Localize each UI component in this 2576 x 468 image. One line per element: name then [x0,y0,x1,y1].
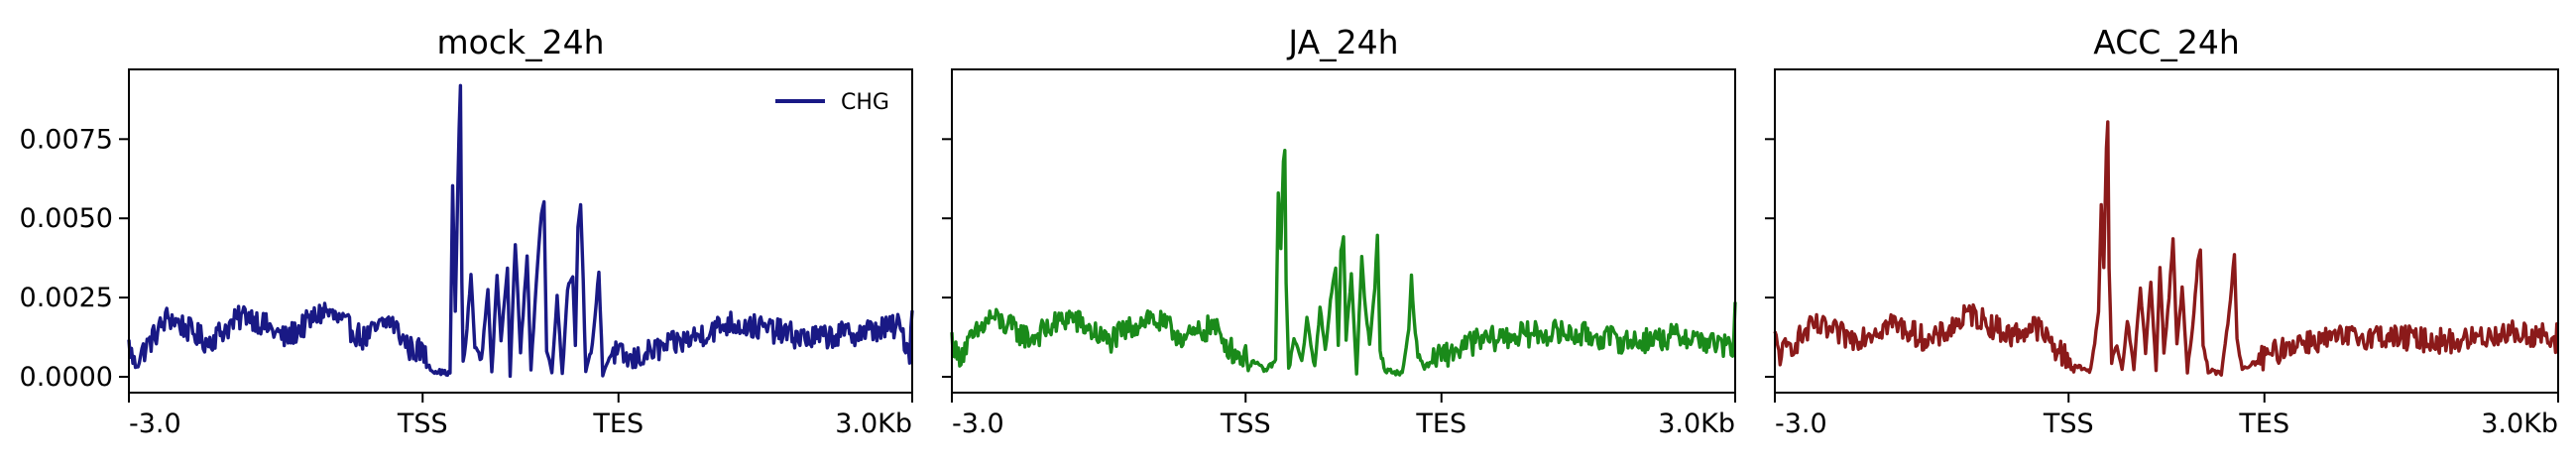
plot-frame [951,68,1736,394]
x-tick-label: 3.0Kb [835,409,912,439]
x-tick-label: TES [1415,409,1466,439]
series-line-chg [1773,120,2560,377]
legend-label-chg: CHG [841,90,889,115]
x-tick-label: -3.0 [1775,409,1827,439]
panel-title: ACC_24h [2093,23,2240,61]
plot-frame [1774,68,2559,394]
y-tick-label: 0.0000 [20,362,113,393]
y-tick-label: 0.0075 [20,124,113,155]
x-tick-label: TES [592,409,644,439]
x-tick-label: TSS [1220,409,1271,439]
y-tick-label: 0.0025 [20,283,113,313]
y-tick-label: 0.0050 [20,203,113,234]
series-line-chg [127,83,914,379]
plot-frame [128,68,913,394]
x-tick-label: 3.0Kb [1658,409,1735,439]
legend: CHG [775,90,889,115]
panel-acc-24h: ACC_24h -3.0 TSS TES 3.0Kb [1765,23,2560,439]
panel-ja-24h: JA_24h -3.0 TSS TES 3.0Kb [942,23,1737,439]
panel-title: mock_24h [437,23,605,61]
x-tick-label: -3.0 [129,409,181,439]
panel-title: JA_24h [1286,23,1398,61]
series-line-chg [950,149,1737,377]
x-tick-label: TSS [2043,409,2094,439]
x-tick-label: TSS [397,409,448,439]
x-tick-label: -3.0 [952,409,1004,439]
x-tick-label: TES [2238,409,2289,439]
x-tick-label: 3.0Kb [2481,409,2558,439]
panel-mock-24h: mock_24h 0.0000 0.0025 0.0050 0.0075 -3.0 TS… [20,23,914,439]
